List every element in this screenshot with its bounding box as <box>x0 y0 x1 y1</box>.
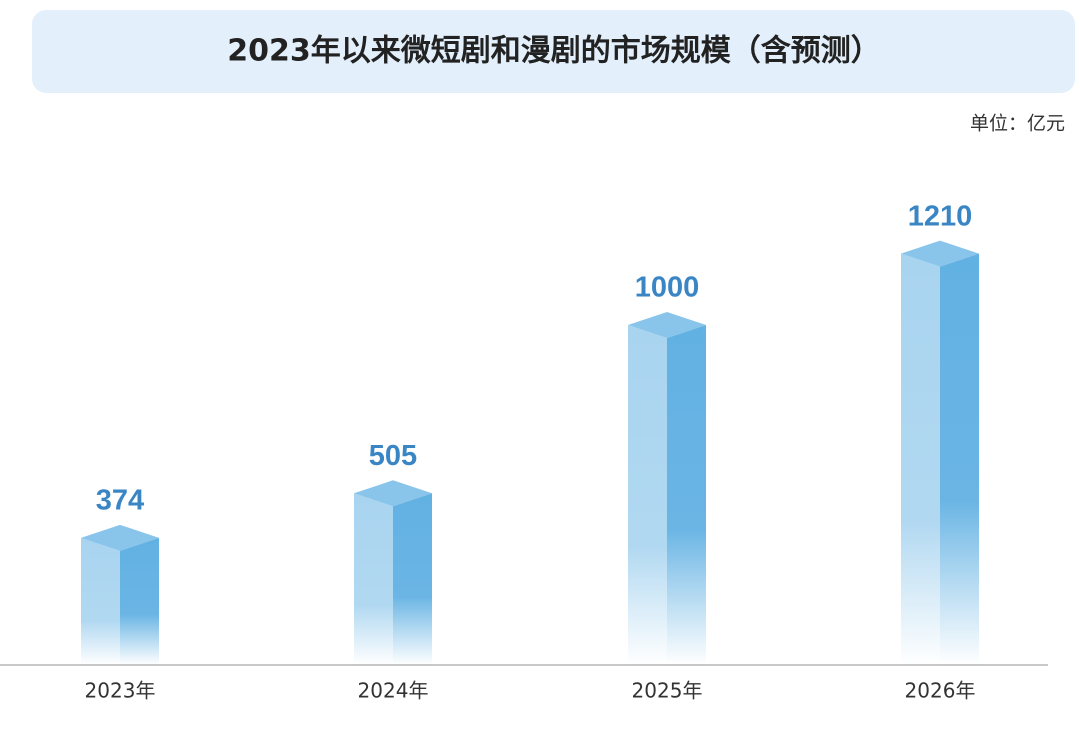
value-label: 374 <box>96 484 144 516</box>
title-band <box>32 10 1075 93</box>
bar-front-face <box>628 325 667 665</box>
bar-front-face <box>901 253 940 665</box>
bar-top-face <box>81 524 159 551</box>
bar-front-face <box>81 537 120 665</box>
x-tick-label: 2023年 <box>85 679 156 703</box>
x-tick-label: 2026年 <box>905 679 976 703</box>
x-tick-label: 2025年 <box>632 679 703 703</box>
value-label: 1210 <box>908 200 973 232</box>
bar-top-face <box>901 240 979 267</box>
bar <box>81 524 159 665</box>
x-tick-label: 2024年 <box>358 679 429 703</box>
bar-top-face <box>354 480 432 507</box>
bar-side-face <box>667 325 706 665</box>
bar-top-face <box>628 312 706 338</box>
bar-front-face <box>354 493 393 665</box>
value-label: 505 <box>369 440 417 472</box>
bar-side-face <box>120 537 159 665</box>
bar-side-face <box>393 493 432 665</box>
bar <box>354 480 432 665</box>
bar <box>628 312 706 665</box>
chart-title: 2023年以来微短剧和漫剧的市场规模（含预测） <box>227 34 881 69</box>
value-label: 1000 <box>635 272 700 304</box>
unit-label: 单位：亿元 <box>970 113 1065 135</box>
bar-side-face <box>940 253 979 665</box>
bar <box>901 240 979 665</box>
